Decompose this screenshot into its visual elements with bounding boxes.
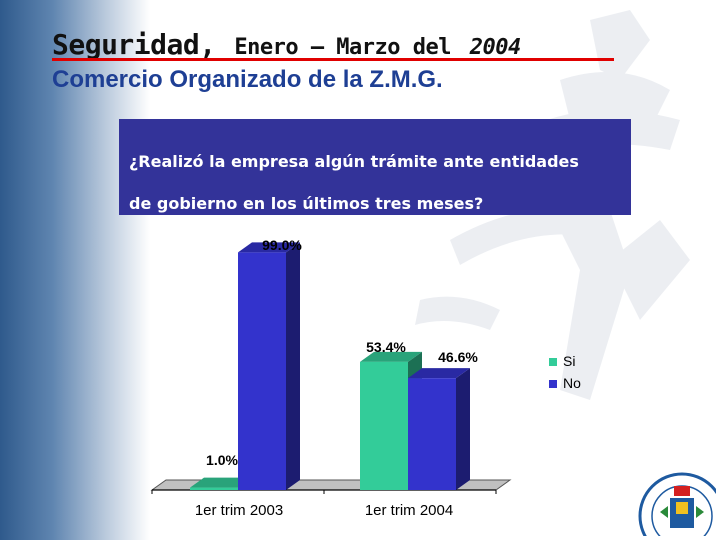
bar-side (456, 368, 470, 490)
title-rest: Enero – Marzo del (234, 35, 452, 60)
question-line-2: de gobierno en los últimos tres meses? (129, 194, 484, 213)
title-main: Seguridad, (52, 28, 216, 61)
bar-no-0 (238, 252, 286, 490)
bar-si-1 (360, 361, 408, 490)
bar-side (286, 242, 300, 490)
data-label: 46.6% (438, 349, 478, 365)
question-box: ¿Realizó la empresa algún trámite ante e… (119, 119, 631, 215)
data-label: 1.0% (206, 452, 238, 468)
question-line-1: ¿Realizó la empresa algún trámite ante e… (129, 152, 579, 171)
chamber-of-commerce-seal-icon (638, 472, 716, 536)
title-underline (52, 58, 614, 61)
data-label: 53.4% (366, 339, 406, 355)
legend-label-si: Si (563, 353, 575, 369)
legend-swatch-no (549, 380, 557, 388)
bar-top (408, 368, 470, 379)
bar-top (360, 351, 422, 362)
page-title: Seguridad, Enero – Marzo del 2004 (52, 24, 521, 62)
bar-no-1 (408, 378, 456, 490)
bar-top (190, 477, 252, 488)
legend-label-no: No (563, 375, 581, 391)
left-gradient-band (0, 0, 150, 540)
legend-swatch-si (549, 358, 557, 366)
bar-top (238, 242, 300, 253)
page-subtitle: Comercio Organizado de la Z.M.G. (52, 66, 443, 93)
bar-si-0 (190, 487, 238, 490)
category-label: 1er trim 2004 (365, 502, 453, 519)
title-year: 2004 (469, 35, 521, 60)
category-label: 1er trim 2003 (195, 502, 283, 519)
data-label: 99.0% (262, 237, 302, 253)
